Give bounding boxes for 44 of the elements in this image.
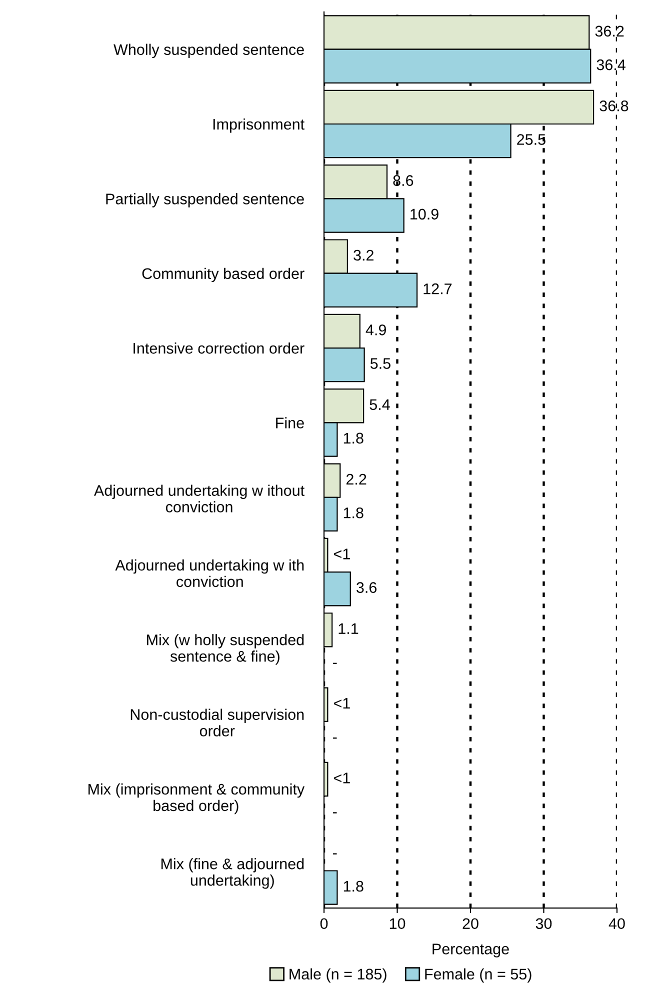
y-tick-label: Mix (w holly suspended sentence & fine)	[147, 634, 304, 665]
text: -	[333, 738, 337, 739]
y-tick-label: Wholly suspended sentence	[114, 44, 304, 58]
text: -	[333, 853, 337, 854]
data-label: 12.7	[424, 283, 452, 294]
data-label: <1	[334, 772, 350, 784]
y-tick-label: Non-custodial supervision order	[130, 708, 304, 736]
x-tick-label: 10	[390, 918, 406, 930]
y-tick-label: Community based order	[142, 268, 304, 282]
x-tick-label: 0	[320, 918, 328, 930]
data-label: 1.8	[344, 880, 364, 892]
x-tick-label: 40	[608, 918, 625, 930]
data-label: 36.4	[596, 59, 626, 70]
data-label: 5.4	[370, 399, 390, 410]
y-tick-label: Mix (imprisonment & community based order)	[88, 783, 305, 814]
data-label: 36.8	[600, 100, 628, 112]
data-label: 4.9	[366, 324, 386, 336]
x-axis-title: Percentage	[432, 944, 509, 958]
y-tick-label: Adjourned undertaking w ith conviction	[115, 559, 304, 588]
x-tick-label: 20	[462, 918, 478, 930]
legend-label: Female (n = 55)	[425, 968, 532, 983]
data-label: 10.9	[410, 208, 438, 220]
y-tick-label: Intensive correction order	[134, 342, 304, 354]
y-tick-label: Adjourned undertaking w ithout conviction	[94, 484, 304, 512]
x-tick-label: 30	[536, 918, 552, 930]
y-tick-label: Imprisonment	[213, 118, 304, 133]
data-label: <1	[334, 548, 350, 560]
data-label: 3.6	[356, 582, 377, 593]
data-label: 8.6	[393, 175, 414, 186]
data-label: 1.1	[338, 623, 358, 634]
data-label: 3.2	[354, 250, 374, 261]
data-label: 1.8	[344, 507, 364, 518]
text: -	[333, 812, 337, 814]
y-tick-label: Fine	[276, 417, 304, 428]
data-label: 25.5	[517, 134, 546, 145]
y-tick-label: Partially suspended sentence	[106, 193, 304, 208]
data-label: 1.8	[344, 432, 364, 444]
y-tick-label: Mix (fine & adjourned undertaking)	[161, 858, 304, 889]
data-label: <1	[334, 698, 350, 709]
data-label: 2.2	[346, 474, 366, 485]
legend-label: Male (n = 185)	[290, 968, 386, 983]
data-label: 36.2	[595, 26, 624, 37]
data-label: 5.5	[370, 358, 390, 369]
text: -	[333, 662, 337, 664]
